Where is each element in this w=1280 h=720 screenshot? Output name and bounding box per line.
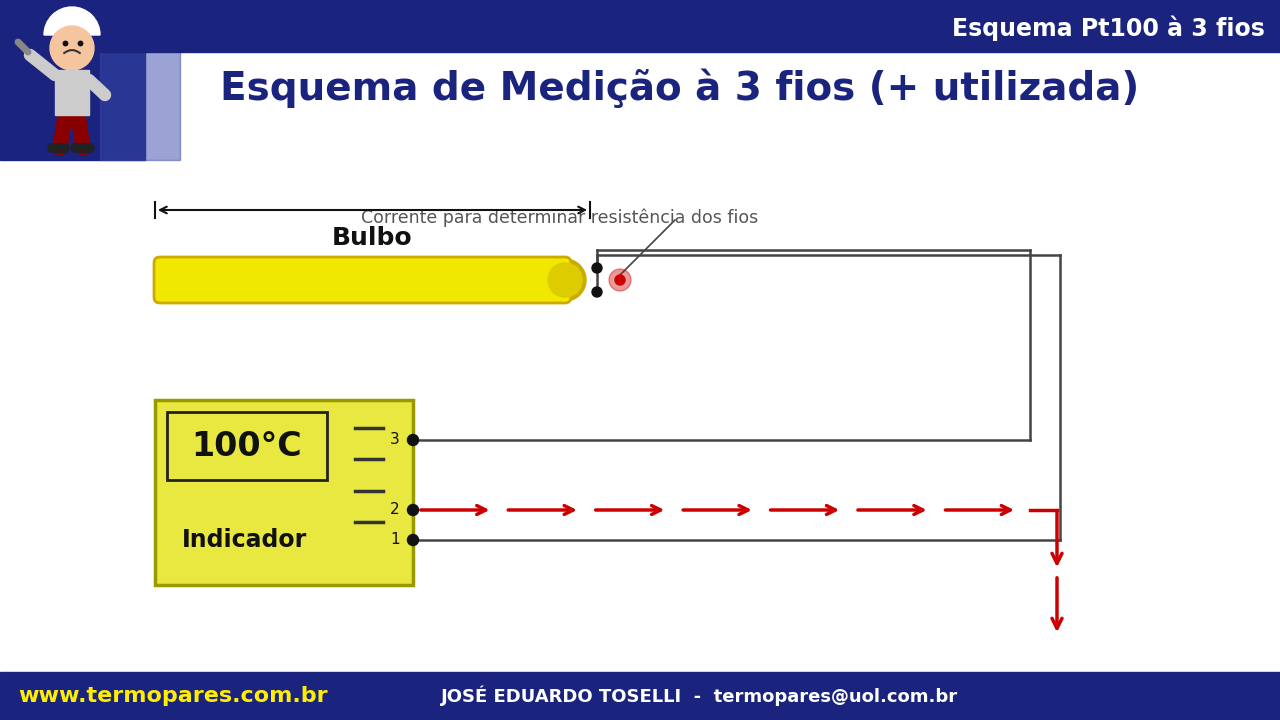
Circle shape — [591, 287, 602, 297]
Text: Indicador: Indicador — [182, 528, 307, 552]
Circle shape — [407, 434, 419, 446]
FancyBboxPatch shape — [154, 257, 571, 303]
Bar — [0, 672, 1280, 720]
Bar — [155, 400, 413, 585]
Bar — [0, 0, 145, 160]
Text: Corrente para determinar resistência dos fios: Corrente para determinar resistência dos… — [361, 209, 759, 228]
Circle shape — [609, 269, 631, 291]
Circle shape — [544, 259, 586, 301]
Text: 100°C: 100°C — [192, 430, 302, 462]
Text: 1: 1 — [390, 533, 399, 547]
Text: 2: 2 — [390, 503, 399, 518]
Circle shape — [50, 26, 93, 70]
Circle shape — [591, 263, 602, 273]
Circle shape — [548, 263, 582, 297]
Bar — [0, 0, 1280, 52]
Text: JOSÉ EDUARDO TOSELLI  -  termopares@uol.com.br: JOSÉ EDUARDO TOSELLI - termopares@uol.co… — [442, 685, 959, 706]
Wedge shape — [44, 7, 100, 35]
Text: 3: 3 — [390, 433, 399, 448]
Text: Esquema Pt100 à 3 fios: Esquema Pt100 à 3 fios — [952, 15, 1265, 41]
Circle shape — [407, 505, 419, 516]
Bar — [55, 70, 90, 115]
Text: www.termopares.com.br: www.termopares.com.br — [18, 686, 328, 706]
Circle shape — [407, 534, 419, 546]
Bar — [166, 412, 326, 480]
Bar — [100, 0, 180, 160]
Text: Esquema de Medição à 3 fios (+ utilizada): Esquema de Medição à 3 fios (+ utilizada… — [220, 68, 1139, 108]
Circle shape — [614, 275, 625, 285]
Text: Bulbo: Bulbo — [333, 226, 413, 250]
